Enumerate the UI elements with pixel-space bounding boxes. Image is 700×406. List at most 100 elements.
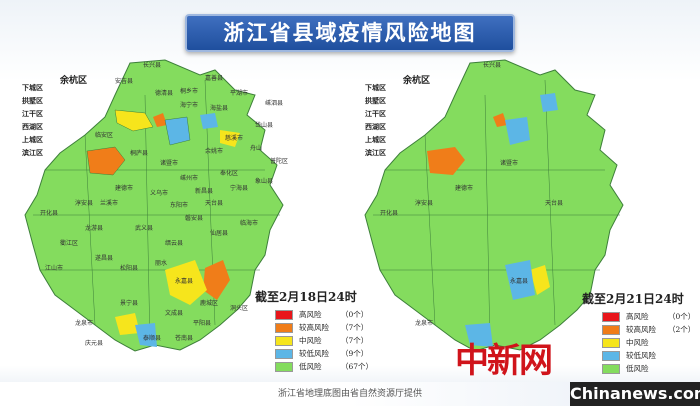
region-mid	[165, 260, 207, 305]
swatch-high	[275, 309, 293, 320]
county-label: 安吉县	[115, 77, 133, 85]
county-label: 舟山	[250, 144, 262, 152]
county-label: 临安区	[95, 131, 113, 139]
district-label: 西湖区	[22, 123, 43, 131]
county-label: 奉化区	[220, 169, 238, 177]
legend-label: 较高风险	[626, 325, 656, 334]
district-labels: 下城区 拱墅区 江干区 西湖区 上城区 滨江区	[365, 82, 386, 160]
legend-row: 高风险 （0个）	[275, 308, 373, 321]
legend-count: （7个）	[341, 323, 369, 332]
legend-label: 低风险	[626, 364, 649, 373]
county-label: 嘉善县	[205, 74, 223, 82]
county-label: 义乌市	[150, 189, 168, 197]
region-mid	[114, 109, 154, 132]
legend-row: 低风险 （67个）	[275, 360, 373, 373]
county-label: 建德市	[115, 184, 133, 192]
county-label: 缙云县	[165, 239, 183, 247]
county-label: 余姚市	[205, 147, 223, 155]
county-label: 洞头区	[230, 304, 248, 312]
district-label: 下城区	[365, 84, 386, 92]
legend-label: 较低风险	[626, 351, 656, 360]
region-mid	[530, 265, 550, 295]
district-label: 拱墅区	[365, 97, 386, 105]
county-label: 天台县	[545, 199, 563, 207]
swatch-mid-high	[275, 322, 293, 333]
swatch-mid	[275, 335, 293, 346]
legend-row: 中风险	[602, 336, 695, 349]
county-label: 仙居县	[210, 229, 228, 237]
watermark-logo: 中新网	[455, 341, 553, 381]
county-label: 磐安县	[185, 214, 203, 222]
district-label: 滨江区	[365, 149, 386, 157]
county-label: 武义县	[135, 224, 153, 232]
legend-feb21: 截至2月21日24时 高风险 （0个） 较高风险 （2个） 中风险 较低风险 低风险	[582, 290, 695, 375]
district-label: 江干区	[365, 110, 386, 118]
legend-label: 中风险	[626, 338, 649, 347]
county-label: 嵊泗县	[265, 99, 283, 107]
legend-label: 低风险	[299, 362, 322, 371]
county-label: 淳安县	[415, 199, 433, 207]
legend-row: 中风险 （7个）	[275, 334, 373, 347]
legend-label: 高风险	[626, 312, 649, 321]
region-mid-low	[135, 323, 157, 347]
yuhang-label: 余杭区	[403, 76, 431, 86]
county-label: 庆元县	[85, 339, 103, 347]
legend-count: （2个）	[668, 325, 696, 334]
swatch-low	[602, 363, 620, 374]
page-title-text: 浙江省县域疫情风险地图	[223, 21, 477, 45]
risk-map-feb21: 淳安县 开化县 建德市 诸暨市 天台县 龙泉市 永嘉县 长兴县	[364, 59, 624, 352]
swatch-low	[275, 361, 293, 372]
county-label: 泰顺县	[143, 334, 161, 342]
district-label: 下城区	[22, 84, 43, 92]
county-label: 遂昌县	[95, 254, 113, 262]
district-label: 滨江区	[22, 149, 43, 157]
county-label: 岱山县	[255, 121, 273, 129]
county-label: 东阳市	[170, 201, 188, 209]
region-mid-high	[493, 113, 507, 127]
legend-label: 高风险	[299, 310, 322, 319]
legend-row: 较高风险 （7个）	[275, 321, 373, 334]
legend-row: 较低风险 （9个）	[275, 347, 373, 360]
district-label: 拱墅区	[22, 97, 43, 105]
district-labels: 下城区拱墅区江干区西湖区上城区滨江区	[22, 82, 43, 160]
legend-row: 较高风险 （2个）	[602, 323, 695, 336]
legend-label: 较高风险	[299, 323, 329, 332]
county-label: 龙泉市	[75, 319, 93, 327]
county-label: 永嘉县	[175, 277, 193, 285]
swatch-high	[602, 311, 620, 322]
region-mid-low	[505, 260, 535, 300]
legend-label: 中风险	[299, 336, 322, 345]
legend-row: 较低风险	[602, 349, 695, 362]
legend-date: 截至2月18日24时	[255, 290, 357, 304]
county-label: 松阳县	[120, 264, 138, 272]
county-label: 建德市	[455, 184, 473, 192]
region-mid-low	[540, 93, 558, 112]
county-label: 嵊州市	[180, 174, 198, 182]
region-mid	[220, 130, 240, 147]
county-label: 文成县	[165, 309, 183, 317]
county-label: 兰溪市	[100, 199, 118, 207]
legend-count: （7个）	[341, 336, 369, 345]
legend-count: （0个）	[341, 310, 369, 319]
region-mid-low	[164, 116, 191, 146]
district-label: 上城区	[365, 136, 386, 144]
district-label: 江干区	[22, 110, 43, 118]
county-label: 临海市	[240, 219, 258, 227]
yuhang-label: 余杭区	[60, 76, 88, 86]
county-label: 慈溪市	[225, 134, 243, 142]
county-label: 长兴县	[483, 61, 501, 69]
swatch-mid-high	[602, 324, 620, 335]
legend-row: 高风险 （0个）	[602, 310, 695, 323]
district-label: 上城区	[22, 136, 43, 144]
county-label: 龙泉市	[415, 319, 433, 327]
legend-count: （0个）	[668, 312, 696, 321]
county-label: 苍南县	[175, 334, 193, 342]
risk-map-feb18: 长兴县 安吉县 德清县 临安区 淳安县 开化县 建德市 桐庐县 诸暨市 嵊州市 …	[24, 59, 288, 352]
county-label: 诸暨市	[500, 159, 518, 167]
region-mid-low	[465, 323, 493, 347]
legend-count: （9个）	[341, 349, 369, 358]
legend-feb18: 截至2月18日24时 高风险 （0个） 较高风险 （7个） 中风险 （7个） 较低风险…	[255, 288, 373, 373]
region-mid-high	[203, 260, 230, 300]
county-label: 宁海县	[230, 184, 248, 192]
county-label: 淳安县	[75, 199, 93, 207]
